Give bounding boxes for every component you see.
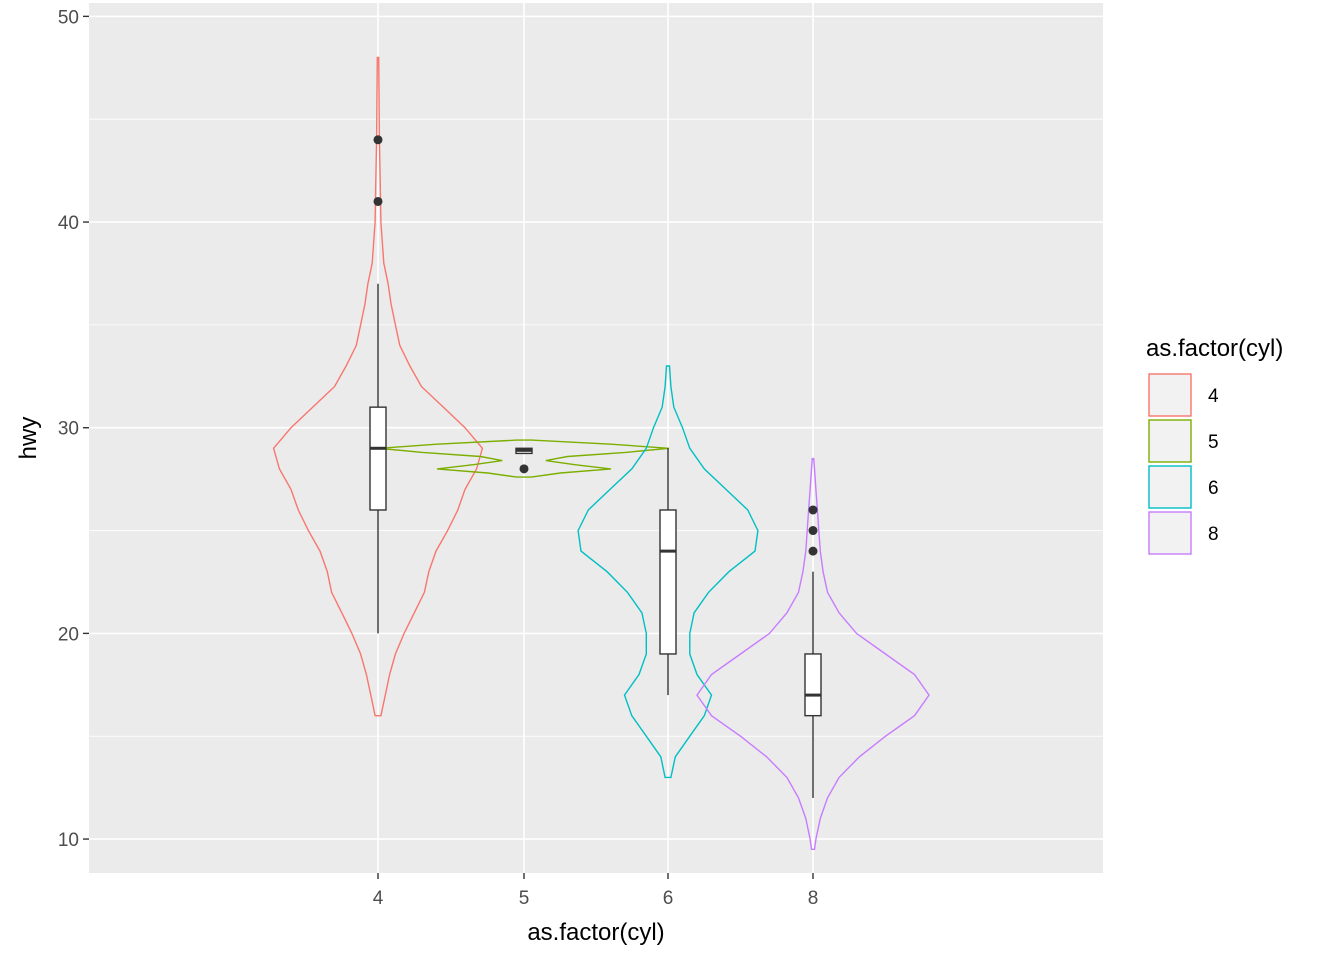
outlier-point-8 [808, 526, 818, 536]
legend-title: as.factor(cyl) [1146, 335, 1283, 362]
x-tick-label: 6 [663, 888, 674, 909]
y-tick-label: 20 [58, 624, 79, 645]
y-axis: 10 20 30 40 50 [58, 7, 89, 851]
box-4 [369, 406, 387, 511]
x-tick-label: 8 [808, 888, 819, 909]
legend: as.factor(cyl) 4 5 6 8 [1146, 335, 1283, 555]
x-tick-label: 5 [519, 888, 530, 909]
outlier-point-4 [373, 135, 383, 145]
boxplots [369, 283, 822, 798]
legend-label-5: 5 [1208, 432, 1219, 453]
legend-label-6: 6 [1208, 478, 1219, 499]
x-tick-label: 4 [373, 888, 384, 909]
box-8 [804, 653, 822, 717]
violin-4 [272, 56, 484, 717]
outlier-points [373, 135, 818, 556]
y-tick-label: 50 [58, 7, 79, 28]
outlier-point-8 [808, 505, 818, 515]
legend-label-4: 4 [1208, 386, 1219, 407]
outlier-point-4 [373, 196, 383, 206]
x-axis-title: as.factor(cyl) [527, 919, 664, 946]
grid-minor [89, 118, 1103, 737]
legend-key-4 [1148, 373, 1192, 417]
x-axis: 4 5 6 8 [373, 873, 819, 909]
y-tick-label: 10 [58, 830, 79, 851]
y-tick-label: 30 [58, 419, 79, 440]
violin-8 [696, 457, 930, 850]
violin-6 [577, 365, 759, 779]
box-6 [659, 509, 677, 655]
legend-key-6 [1148, 465, 1192, 509]
plot-panel [89, 3, 1103, 873]
y-tick-label: 40 [58, 213, 79, 234]
outlier-point-8 [808, 546, 818, 556]
violins [272, 56, 930, 850]
legend-key-8 [1148, 511, 1192, 555]
legend-label-8: 8 [1208, 524, 1219, 545]
violin-5 [378, 439, 670, 478]
y-axis-title: hwy [15, 417, 42, 460]
outlier-point-5 [519, 464, 529, 474]
legend-key-5 [1148, 419, 1192, 463]
